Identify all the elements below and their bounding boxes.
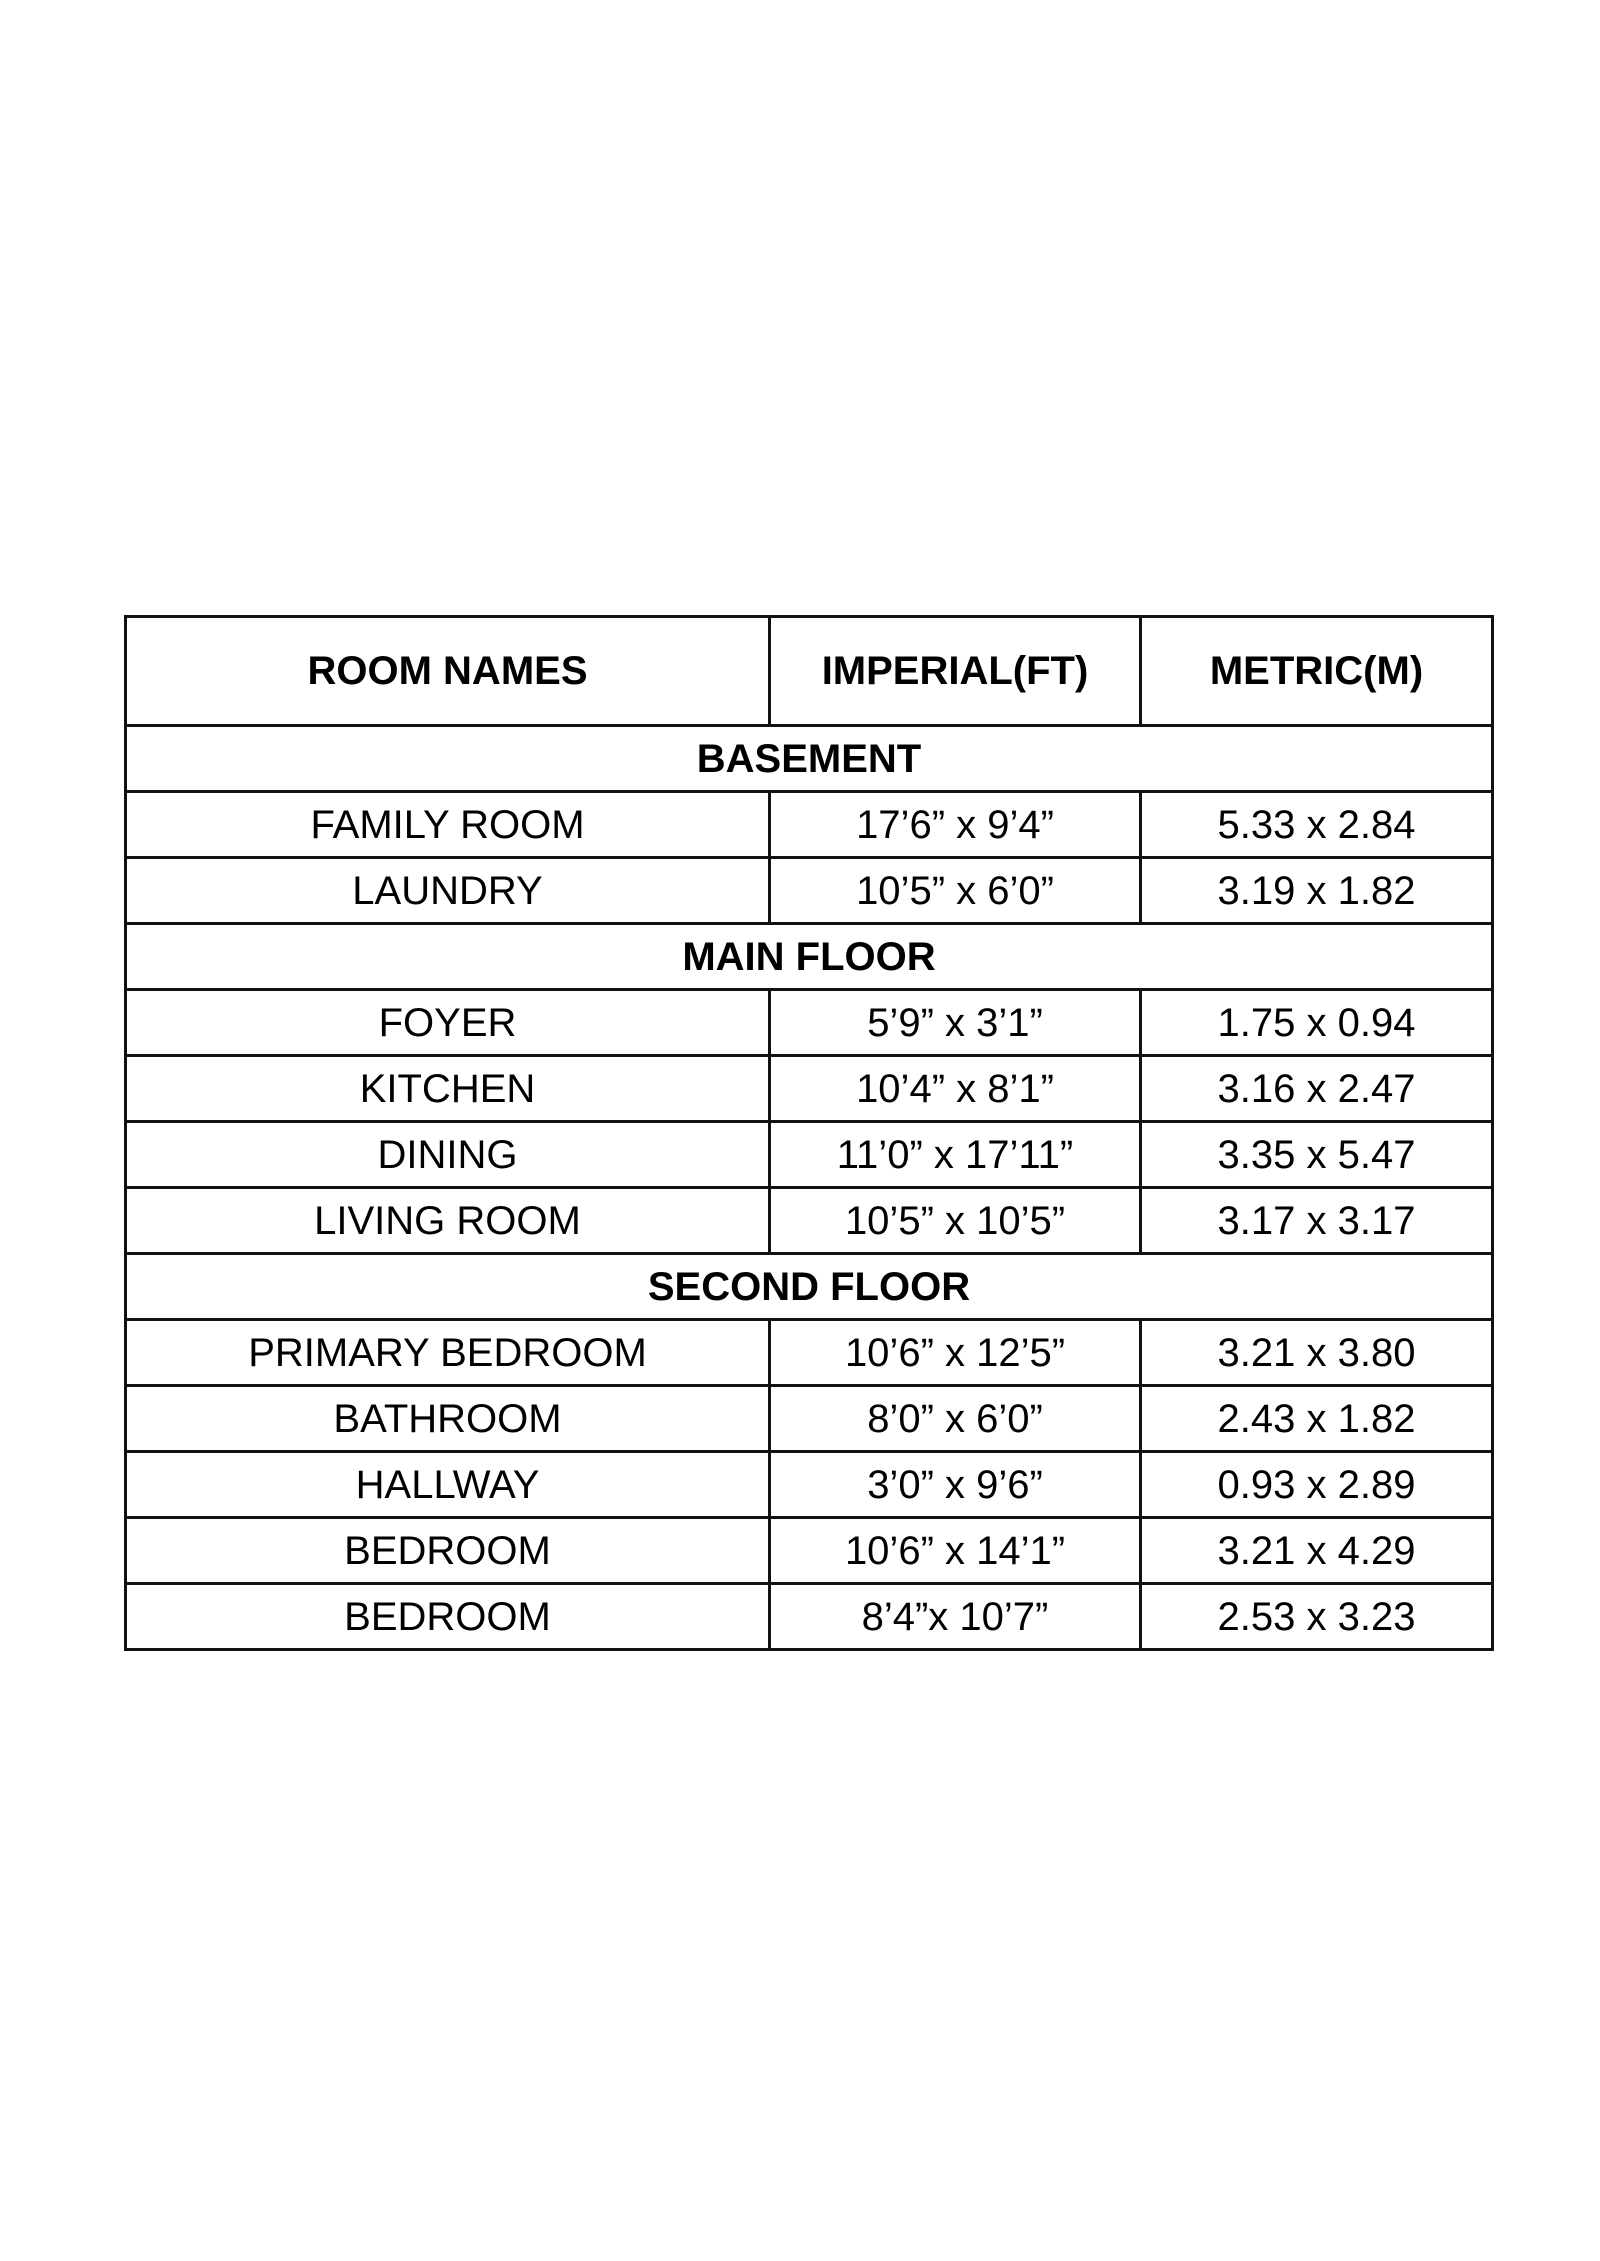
imperial-cell: 10’6” x 12’5” bbox=[768, 1318, 1142, 1387]
imperial-cell: 10’5” x 10’5” bbox=[768, 1186, 1142, 1255]
imperial-cell: 10’5” x 6’0” bbox=[768, 856, 1142, 925]
section-title: BASEMENT bbox=[124, 724, 1494, 793]
table-row: PRIMARY BEDROOM 10’6” x 12’5” 3.21 x 3.80 bbox=[124, 1318, 1494, 1387]
header-imperial: IMPERIAL(FT) bbox=[768, 615, 1142, 727]
table-row: HALLWAY 3’0” x 9’6” 0.93 x 2.89 bbox=[124, 1450, 1494, 1519]
room-name-cell: BATHROOM bbox=[124, 1384, 771, 1453]
header-metric: METRIC(M) bbox=[1139, 615, 1494, 727]
room-name-cell: HALLWAY bbox=[124, 1450, 771, 1519]
room-name-cell: LIVING ROOM bbox=[124, 1186, 771, 1255]
metric-cell: 3.16 x 2.47 bbox=[1139, 1054, 1494, 1123]
metric-cell: 0.93 x 2.89 bbox=[1139, 1450, 1494, 1519]
imperial-cell: 11’0” x 17’11” bbox=[768, 1120, 1142, 1189]
header-row: ROOM NAMES IMPERIAL(FT) METRIC(M) bbox=[124, 615, 1494, 727]
metric-cell: 3.19 x 1.82 bbox=[1139, 856, 1494, 925]
table-row: FAMILY ROOM 17’6” x 9’4” 5.33 x 2.84 bbox=[124, 790, 1494, 859]
room-name-cell: PRIMARY BEDROOM bbox=[124, 1318, 771, 1387]
imperial-cell: 8’0” x 6’0” bbox=[768, 1384, 1142, 1453]
imperial-cell: 10’4” x 8’1” bbox=[768, 1054, 1142, 1123]
table-row: KITCHEN 10’4” x 8’1” 3.16 x 2.47 bbox=[124, 1054, 1494, 1123]
room-name-cell: BEDROOM bbox=[124, 1582, 771, 1651]
metric-cell: 3.17 x 3.17 bbox=[1139, 1186, 1494, 1255]
table-row: LIVING ROOM 10’5” x 10’5” 3.17 x 3.17 bbox=[124, 1186, 1494, 1255]
room-name-cell: FAMILY ROOM bbox=[124, 790, 771, 859]
metric-cell: 3.21 x 4.29 bbox=[1139, 1516, 1494, 1585]
table-body: BASEMENT FAMILY ROOM 17’6” x 9’4” 5.33 x 2.… bbox=[124, 724, 1494, 1651]
header-room-names: ROOM NAMES bbox=[124, 615, 771, 727]
section-row: SECOND FLOOR bbox=[124, 1252, 1494, 1321]
section-row: BASEMENT bbox=[124, 724, 1494, 793]
table-row: FOYER 5’9” x 3’1” 1.75 x 0.94 bbox=[124, 988, 1494, 1057]
metric-cell: 2.43 x 1.82 bbox=[1139, 1384, 1494, 1453]
room-name-cell: DINING bbox=[124, 1120, 771, 1189]
table-row: DINING 11’0” x 17’11” 3.35 x 5.47 bbox=[124, 1120, 1494, 1189]
table-row: BEDROOM 8’4”x 10’7” 2.53 x 3.23 bbox=[124, 1582, 1494, 1651]
metric-cell: 5.33 x 2.84 bbox=[1139, 790, 1494, 859]
metric-cell: 3.35 x 5.47 bbox=[1139, 1120, 1494, 1189]
metric-cell: 3.21 x 3.80 bbox=[1139, 1318, 1494, 1387]
metric-cell: 1.75 x 0.94 bbox=[1139, 988, 1494, 1057]
section-row: MAIN FLOOR bbox=[124, 922, 1494, 991]
room-dimensions-table: ROOM NAMES IMPERIAL(FT) METRIC(M) BASEME… bbox=[124, 615, 1494, 1651]
room-name-cell: FOYER bbox=[124, 988, 771, 1057]
table-row: BEDROOM 10’6” x 14’1” 3.21 x 4.29 bbox=[124, 1516, 1494, 1585]
imperial-cell: 5’9” x 3’1” bbox=[768, 988, 1142, 1057]
table-row: BATHROOM 8’0” x 6’0” 2.43 x 1.82 bbox=[124, 1384, 1494, 1453]
section-title: MAIN FLOOR bbox=[124, 922, 1494, 991]
room-name-cell: KITCHEN bbox=[124, 1054, 771, 1123]
imperial-cell: 8’4”x 10’7” bbox=[768, 1582, 1142, 1651]
imperial-cell: 17’6” x 9’4” bbox=[768, 790, 1142, 859]
room-name-cell: BEDROOM bbox=[124, 1516, 771, 1585]
metric-cell: 2.53 x 3.23 bbox=[1139, 1582, 1494, 1651]
room-name-cell: LAUNDRY bbox=[124, 856, 771, 925]
table-row: LAUNDRY 10’5” x 6’0” 3.19 x 1.82 bbox=[124, 856, 1494, 925]
section-title: SECOND FLOOR bbox=[124, 1252, 1494, 1321]
imperial-cell: 10’6” x 14’1” bbox=[768, 1516, 1142, 1585]
imperial-cell: 3’0” x 9’6” bbox=[768, 1450, 1142, 1519]
